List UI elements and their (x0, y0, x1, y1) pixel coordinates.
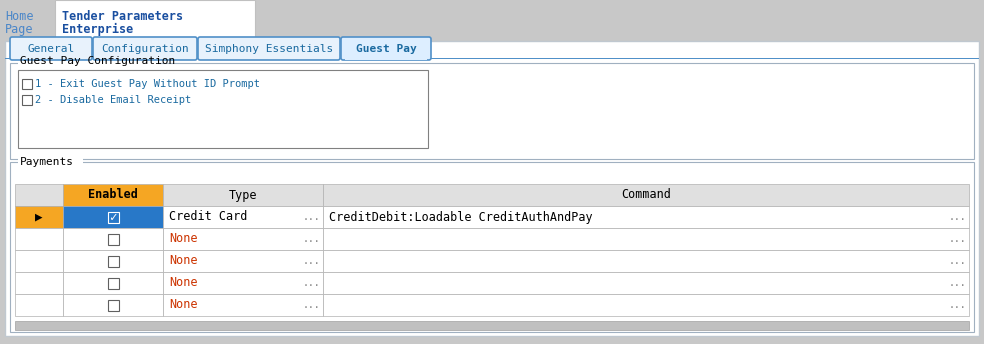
Text: 2 - Disable Email Receipt: 2 - Disable Email Receipt (35, 95, 191, 105)
Text: ...: ... (302, 278, 320, 288)
Bar (0, 336, 984, 344)
Text: ✓: ✓ (109, 211, 117, 224)
Bar (323, 250, 969, 272)
FancyBboxPatch shape (198, 37, 340, 60)
Text: ...: ... (302, 234, 320, 244)
Text: General: General (28, 43, 75, 54)
Text: None: None (169, 277, 198, 290)
Text: Credit Card: Credit Card (169, 211, 247, 224)
FancyBboxPatch shape (341, 37, 431, 60)
Bar (163, 228, 323, 250)
Bar (18, 70, 428, 148)
Bar (15, 294, 63, 316)
Bar (107, 212, 118, 223)
Bar (323, 184, 969, 206)
Bar (323, 272, 969, 294)
Bar (15, 250, 63, 272)
Bar (107, 234, 118, 245)
FancyBboxPatch shape (93, 37, 197, 60)
Bar (107, 256, 118, 267)
Bar (0, 0, 984, 38)
Bar (15, 184, 63, 206)
Bar (63, 294, 163, 316)
Text: Guest Pay Configuration: Guest Pay Configuration (20, 56, 175, 66)
Text: Type: Type (228, 189, 257, 202)
Bar (323, 294, 969, 316)
Bar (22, 95, 32, 105)
FancyBboxPatch shape (10, 37, 92, 60)
Bar (10, 162, 974, 332)
Bar (345, 56, 427, 60)
Bar (323, 206, 969, 228)
Text: Configuration: Configuration (101, 43, 189, 54)
Text: Page: Page (5, 22, 33, 35)
Text: ...: ... (302, 256, 320, 266)
Bar (323, 228, 969, 250)
Bar (5, 41, 979, 336)
Bar (15, 272, 63, 294)
Bar (107, 300, 118, 311)
Text: ...: ... (302, 300, 320, 310)
Text: CreditDebit:Loadable CreditAuthAndPay: CreditDebit:Loadable CreditAuthAndPay (329, 211, 592, 224)
Bar (163, 250, 323, 272)
Text: None: None (169, 233, 198, 246)
Text: Enterprise: Enterprise (62, 22, 133, 35)
Text: ...: ... (302, 212, 320, 222)
Text: None: None (169, 255, 198, 268)
Bar (163, 184, 323, 206)
Bar (15, 321, 969, 330)
Bar (22, 79, 32, 89)
Bar (107, 278, 118, 289)
Text: Enabled: Enabled (88, 189, 138, 202)
Text: Tender Parameters: Tender Parameters (62, 10, 183, 22)
Bar (15, 206, 63, 228)
Text: ...: ... (949, 300, 966, 310)
Bar (163, 272, 323, 294)
Text: ...: ... (949, 256, 966, 266)
Bar (15, 228, 63, 250)
Text: 1 - Exit Guest Pay Without ID Prompt: 1 - Exit Guest Pay Without ID Prompt (35, 79, 260, 89)
Text: ...: ... (949, 234, 966, 244)
Bar (18, 156, 83, 166)
Text: ▶: ▶ (35, 211, 42, 224)
Text: Command: Command (621, 189, 671, 202)
Text: Home: Home (5, 10, 33, 22)
Bar (163, 294, 323, 316)
Bar (18, 55, 158, 65)
Bar (63, 272, 163, 294)
Bar (63, 184, 163, 206)
Bar (63, 228, 163, 250)
Text: None: None (169, 299, 198, 312)
Bar (55, 0, 255, 39)
Bar (63, 206, 163, 228)
Bar (63, 250, 163, 272)
Text: ...: ... (949, 278, 966, 288)
Bar (163, 206, 323, 228)
Bar (5, 57, 979, 59)
Text: Payments: Payments (20, 157, 74, 167)
Text: Guest Pay: Guest Pay (355, 43, 416, 54)
Bar (10, 63, 974, 159)
Text: Simphony Essentials: Simphony Essentials (205, 43, 334, 54)
Text: ...: ... (949, 212, 966, 222)
